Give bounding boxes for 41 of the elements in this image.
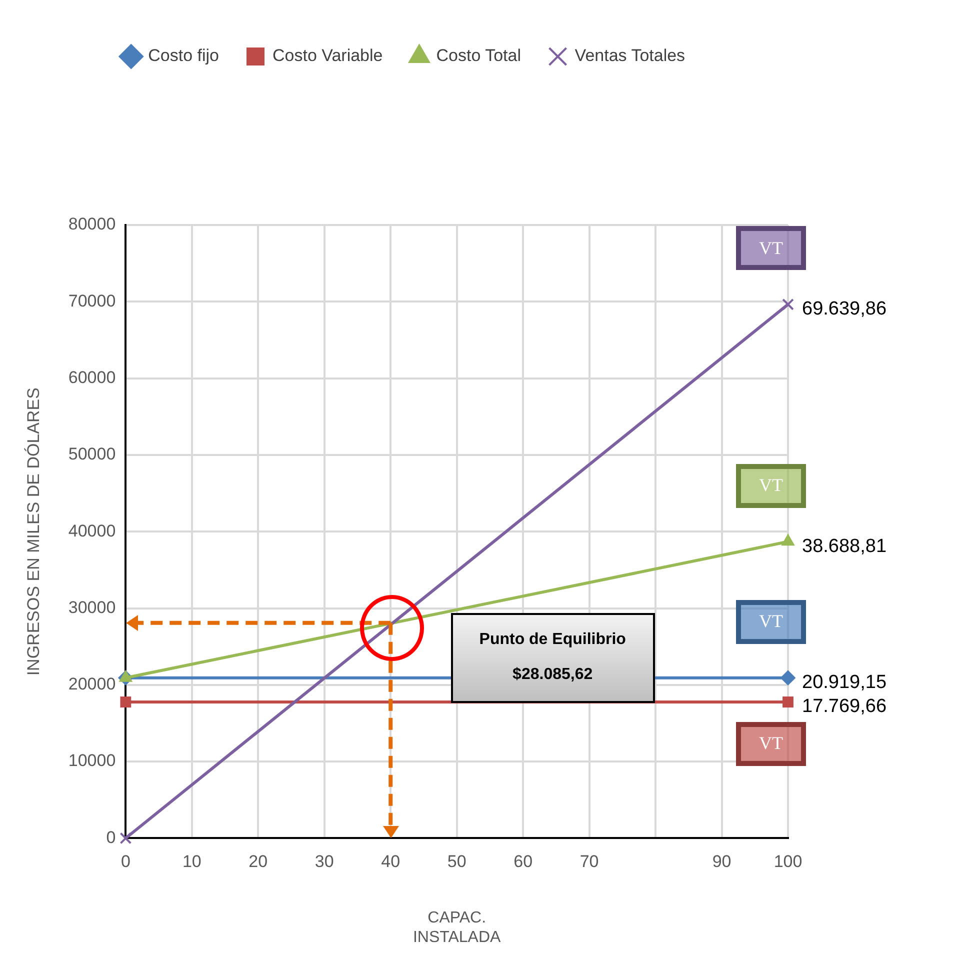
data-label: 69.639,86 (802, 298, 887, 320)
data-label: 38.688,81 (802, 536, 887, 557)
legend-label: Costo Variable (272, 46, 383, 66)
data-label: 17.769,66 (802, 696, 887, 718)
annotation: Punto de Equilibrio (478, 631, 627, 650)
legend-label: Ventas Totales (574, 46, 686, 66)
x-tick-label: 50 (447, 852, 466, 872)
x-tick-label: 30 (314, 852, 334, 872)
point (782, 298, 794, 310)
y-tick-label: 0 (106, 828, 116, 847)
x-axis-title: CAPAC. INSTALADA (412, 910, 502, 946)
annotation: $28.085,62 (512, 666, 594, 684)
data-label: 20.919,15 (802, 672, 887, 694)
point (782, 696, 794, 708)
x-tick-label: 40 (381, 852, 400, 872)
y-tick-label: 60000 (68, 368, 116, 387)
tag-box: VT (736, 722, 806, 766)
tag-box: VT (736, 600, 806, 644)
callout-box: Punto de Equilibrio $28.085,62 (450, 612, 655, 703)
tag-box: VT (736, 226, 806, 270)
legend-label: Costo Total (436, 46, 521, 66)
y-tick-label: 70000 (68, 291, 116, 310)
point (120, 832, 132, 844)
y-tick-label: 20000 (68, 674, 116, 694)
y-tick-label: 10000 (68, 751, 116, 770)
x-tick-label: 60 (514, 852, 533, 872)
point (120, 696, 132, 708)
y-tick-label: 80000 (68, 214, 116, 234)
x-tick-label: 100 (774, 852, 802, 872)
x-tick-label: 90 (712, 852, 732, 872)
x-tick-label: 10 (182, 852, 202, 872)
y-tick-label: 50000 (68, 444, 116, 464)
y-tick-label: 30000 (68, 598, 116, 617)
tag-box: VT (736, 464, 806, 508)
legend-label: Costo fijo (148, 46, 220, 66)
point (780, 670, 796, 686)
x-tick-label: 20 (248, 852, 268, 872)
x-tick-label: 0 (120, 852, 130, 872)
y-axis-title: INGRESOS EN MILES DE DÓLARES (24, 388, 43, 676)
y-tick-label: 40000 (68, 521, 116, 540)
x-tick-label: 70 (580, 852, 599, 872)
